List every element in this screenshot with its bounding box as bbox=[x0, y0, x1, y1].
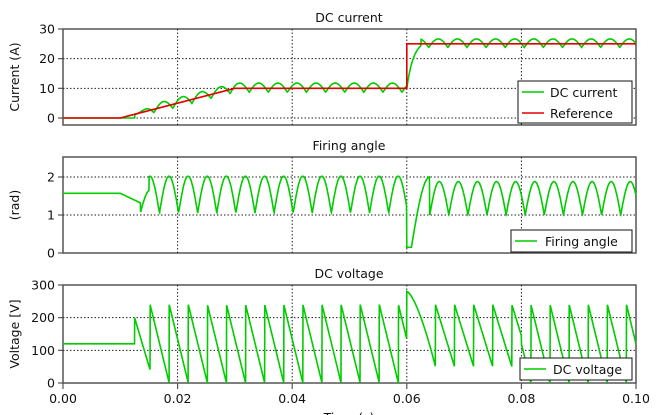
reference-line bbox=[63, 42, 636, 119]
panel-title: Firing angle bbox=[313, 138, 386, 153]
y-axis-label: Current (A) bbox=[7, 42, 22, 111]
y-ticks: 0 10 20 30 bbox=[39, 22, 63, 126]
panel-firing-angle: Firing angle 0 1 2 (rad) Firing angle bbox=[7, 138, 637, 261]
svg-text:200: 200 bbox=[31, 310, 55, 325]
y-axis-label: (rad) bbox=[7, 190, 22, 221]
svg-text:0.08: 0.08 bbox=[507, 391, 535, 406]
dc-voltage-line bbox=[63, 290, 637, 384]
legend: Firing angle bbox=[510, 229, 633, 253]
svg-text:100: 100 bbox=[31, 343, 55, 358]
svg-text:0.00: 0.00 bbox=[49, 391, 77, 406]
panel-dc-current: DC current 0 10 20 30 Current (A) DC curren… bbox=[7, 10, 637, 126]
panel-dc-voltage: DC voltage 0 100 200 300 Voltage [V] DC vol… bbox=[7, 266, 650, 415]
legend-label: DC voltage bbox=[553, 362, 622, 377]
svg-text:0.02: 0.02 bbox=[164, 391, 192, 406]
legend: DC voltage bbox=[519, 357, 633, 381]
svg-text:0.10: 0.10 bbox=[622, 391, 650, 406]
svg-text:10: 10 bbox=[39, 81, 55, 96]
panel-title: DC voltage bbox=[314, 266, 383, 281]
svg-text:0: 0 bbox=[47, 376, 55, 391]
svg-text:1: 1 bbox=[47, 208, 55, 223]
legend-label: Firing angle bbox=[545, 234, 618, 249]
legend-label: DC current bbox=[550, 85, 618, 100]
grid bbox=[63, 157, 636, 253]
svg-text:0.04: 0.04 bbox=[278, 391, 306, 406]
x-ticks: 0.00 0.02 0.04 0.06 0.08 0.10 bbox=[49, 383, 650, 406]
panel-title: DC current bbox=[315, 10, 383, 25]
svg-text:0.06: 0.06 bbox=[393, 391, 421, 406]
svg-text:20: 20 bbox=[39, 51, 55, 66]
firing-angle-line bbox=[63, 175, 637, 249]
svg-text:0: 0 bbox=[47, 111, 55, 126]
svg-text:30: 30 bbox=[39, 22, 55, 37]
y-ticks: 0 100 200 300 bbox=[31, 278, 63, 391]
legend: DC current Reference bbox=[517, 80, 633, 124]
legend-label: Reference bbox=[550, 106, 613, 121]
svg-text:2: 2 bbox=[47, 170, 55, 185]
svg-text:0: 0 bbox=[47, 246, 55, 261]
x-axis-label: Time (s) bbox=[323, 410, 375, 415]
svg-text:300: 300 bbox=[31, 278, 55, 293]
y-axis-label: Voltage [V] bbox=[7, 299, 22, 368]
y-ticks: 0 1 2 bbox=[47, 170, 63, 261]
